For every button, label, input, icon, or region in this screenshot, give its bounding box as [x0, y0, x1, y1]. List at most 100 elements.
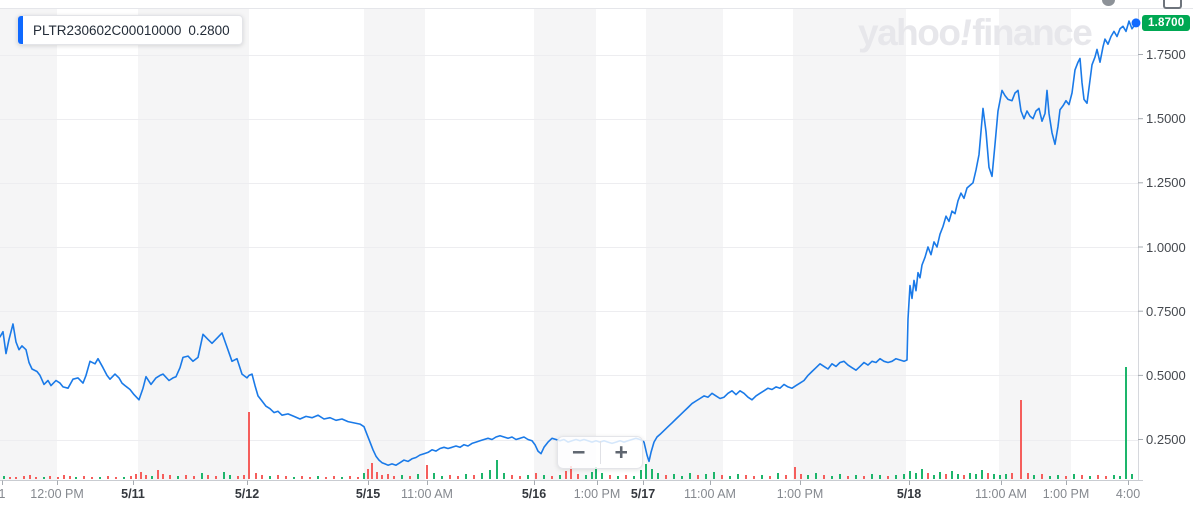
- x-axis-label: 11:00 AM: [684, 487, 736, 501]
- zoom-in-button[interactable]: +: [614, 439, 628, 465]
- zoom-out-button[interactable]: −: [572, 439, 586, 465]
- volume-bar: [1113, 475, 1115, 479]
- legend-symbol-badge: PLTR230602C00010000 0.2800: [17, 15, 243, 45]
- volume-bar: [939, 472, 941, 479]
- volume-bar: [349, 476, 351, 479]
- volume-bar: [130, 476, 132, 479]
- volume-bar: [433, 473, 435, 479]
- volume-bar: [201, 473, 203, 479]
- volume-bar: [927, 473, 929, 479]
- x-axis-label: 1:00 PM: [776, 487, 824, 501]
- volume-bar: [23, 476, 25, 479]
- session-band: [999, 9, 1071, 480]
- x-axis-label: 4:00: [1115, 487, 1141, 501]
- volume-bar: [215, 476, 217, 479]
- y-axis-label: 0.7500: [1146, 303, 1186, 319]
- volume-bar: [957, 474, 959, 479]
- volume-bar: [519, 476, 521, 479]
- chart-top-divider: [0, 8, 1193, 9]
- volume-bar: [577, 474, 579, 479]
- volume-bar: [651, 469, 653, 479]
- volume-bar: [839, 474, 841, 479]
- volume-bar: [689, 473, 691, 479]
- volume-bar: [999, 475, 1001, 479]
- gear-icon[interactable]: [1102, 0, 1115, 6]
- volume-bar: [1020, 400, 1022, 479]
- volume-bar: [511, 475, 513, 479]
- volume-bar: [1089, 476, 1091, 479]
- volume-bar: [1065, 476, 1067, 479]
- volume-bar: [951, 471, 953, 479]
- volume-bar: [357, 477, 359, 479]
- volume-bar: [863, 476, 865, 479]
- volume-bar: [341, 477, 343, 479]
- volume-bar: [229, 475, 231, 479]
- volume-bar: [785, 475, 787, 479]
- volume-bar: [987, 473, 989, 479]
- legend-price: 0.2800: [188, 22, 230, 38]
- volume-bar: [1049, 476, 1051, 479]
- volume-bar: [617, 476, 619, 479]
- volume-bar: [261, 475, 263, 479]
- x-axis-label: 1:00 PM: [573, 487, 621, 501]
- volume-bar: [193, 476, 195, 479]
- volume-bar: [761, 475, 763, 479]
- volume-bar: [63, 475, 65, 479]
- volume-bar: [489, 470, 491, 479]
- volume-bar: [777, 473, 779, 479]
- volume-bar: [409, 476, 411, 479]
- volume-bar: [1105, 476, 1107, 479]
- volume-bar: [625, 475, 627, 479]
- volume-bar: [1119, 476, 1121, 479]
- volume-bar: [823, 475, 825, 479]
- x-axis-label: 5/16: [521, 487, 547, 501]
- volume-bar: [847, 476, 849, 479]
- volume-bar: [1005, 474, 1007, 479]
- volume-bar: [255, 473, 257, 479]
- volume-bar: [665, 475, 667, 479]
- x-axis-label: 1: [0, 487, 6, 501]
- y-axis-label: 1.0000: [1146, 239, 1186, 255]
- volume-bar: [277, 475, 279, 479]
- session-band: [364, 9, 425, 480]
- y-axis-label: 1.7500: [1146, 47, 1186, 62]
- volume-bar: [1125, 367, 1127, 479]
- y-axis-label: 1.5000: [1146, 111, 1186, 127]
- volume-bar: [963, 475, 965, 479]
- volume-bar: [417, 474, 419, 479]
- volume-bar: [473, 475, 475, 479]
- volume-bar: [293, 477, 295, 479]
- gridline: [0, 247, 1138, 248]
- volume-bar: [223, 472, 225, 479]
- volume-bar: [325, 477, 327, 479]
- volume-bar: [393, 476, 395, 479]
- volume-bar: [753, 476, 755, 479]
- volume-bar: [333, 476, 335, 479]
- expand-icon[interactable]: [1163, 0, 1182, 9]
- session-band: [138, 9, 249, 480]
- volume-bar: [737, 474, 739, 479]
- volume-bar: [535, 473, 537, 479]
- x-axis-label: 5/15: [355, 487, 381, 501]
- x-axis-label: 12:00 PM: [30, 487, 84, 501]
- volume-bar: [585, 475, 587, 479]
- volume-bar: [673, 474, 675, 479]
- volume-bar: [640, 470, 642, 479]
- last-price-dot: [1131, 18, 1141, 28]
- volume-bar: [449, 475, 451, 479]
- volume-bar: [887, 476, 889, 479]
- gridline: [0, 118, 1138, 120]
- volume-bar: [83, 476, 85, 479]
- volume-bar: [457, 476, 459, 479]
- volume-bar: [570, 466, 572, 479]
- current-price-badge: 1.8700: [1142, 15, 1191, 31]
- volume-bar: [645, 464, 647, 479]
- volume-bar: [1097, 475, 1099, 479]
- session-band: [646, 9, 723, 480]
- x-axis-label: 5/17: [630, 487, 656, 501]
- x-axis-label: 1:00 PM: [1042, 487, 1090, 501]
- volume-bar: [559, 475, 561, 479]
- volume-bar: [29, 475, 31, 479]
- x-axis-label: 11:00 AM: [401, 487, 453, 501]
